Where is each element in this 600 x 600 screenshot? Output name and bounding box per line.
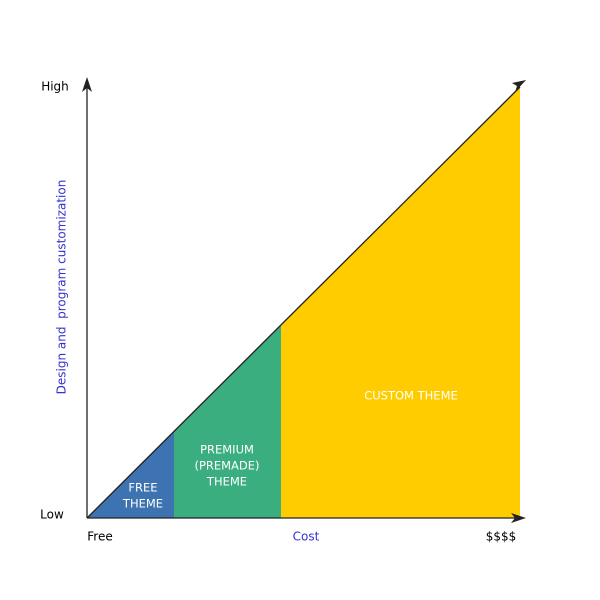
premium-region bbox=[174, 325, 281, 518]
custom-region bbox=[281, 87, 520, 518]
diagonal bbox=[86, 86, 521, 519]
region-label: FREE bbox=[128, 481, 157, 495]
region-label: THEME bbox=[206, 475, 247, 489]
region-label: PREMIUM bbox=[200, 443, 254, 457]
x-label: Cost bbox=[293, 530, 320, 544]
y-low: Low bbox=[40, 508, 64, 522]
diagonal-arrow bbox=[512, 80, 526, 92]
x-end: $$$$ bbox=[486, 530, 517, 544]
x-start: Free bbox=[87, 530, 112, 544]
y-high: High bbox=[41, 80, 69, 94]
region-label: CUSTOM THEME bbox=[364, 389, 458, 403]
y-label: Design and program customization bbox=[55, 180, 69, 395]
y-arrow bbox=[82, 77, 92, 92]
region-label: THEME bbox=[122, 497, 163, 511]
region-label: (PREMADE) bbox=[194, 459, 259, 473]
x-arrow bbox=[511, 513, 526, 523]
